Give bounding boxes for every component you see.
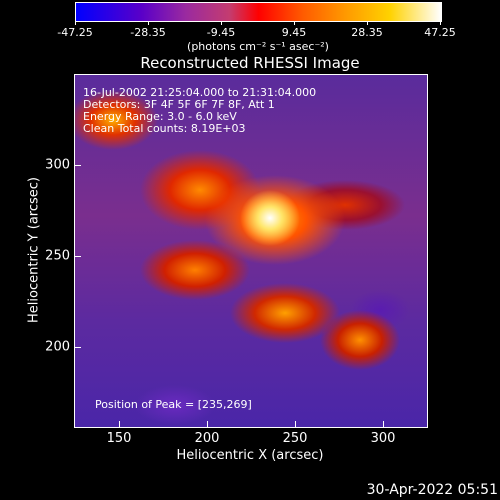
colorbar-unit: (photons cm⁻² s⁻¹ asec⁻²)	[187, 40, 329, 53]
timestamp: 30-Apr-2022 05:51	[366, 482, 498, 498]
rhessi-image: 16-Jul-2002 21:25:04.000 to 21:31:04.000…	[74, 74, 428, 428]
colorbar	[75, 2, 442, 22]
colorbar-label: 47.25	[424, 26, 456, 39]
x-tick	[207, 421, 208, 427]
energy-range-text: Energy Range: 3.0 - 6.0 keV	[83, 110, 237, 123]
x-tick-label: 150	[106, 431, 132, 446]
x-tick-label: 250	[282, 431, 308, 446]
clean-counts-text: Clean Total counts: 8.19E+03	[83, 122, 246, 135]
colorbar-tick	[148, 21, 149, 25]
y-tick	[75, 165, 81, 166]
x-tick	[295, 421, 296, 427]
x-axis-label: Heliocentric X (arcsec)	[176, 448, 324, 463]
y-axis-label: Heliocentric Y (arcsec)	[26, 177, 42, 323]
y-tick	[75, 347, 81, 348]
y-tick-label: 250	[45, 248, 70, 264]
colorbar-label: -9.45	[206, 26, 236, 39]
y-tick-label: 300	[45, 157, 70, 173]
x-tick-label: 200	[194, 431, 220, 446]
colorbar-tick	[221, 21, 222, 25]
peak-position-text: Position of Peak = [235,269]	[95, 398, 252, 411]
detectors-text: Detectors: 3F 4F 5F 6F 7F 8F, Att 1	[83, 98, 275, 111]
y-tick-label: 200	[45, 339, 70, 355]
x-tick	[119, 421, 120, 427]
colorbar-label: -28.35	[130, 26, 166, 39]
x-tick-label: 300	[370, 431, 396, 446]
colorbar-label: -47.25	[57, 26, 93, 39]
y-tick	[75, 256, 81, 257]
colorbar-label: 9.45	[281, 26, 307, 39]
colorbar-tick	[440, 21, 441, 25]
plot-title: Reconstructed RHESSI Image	[140, 54, 360, 72]
colorbar-tick	[75, 21, 76, 25]
colorbar-label: 28.35	[351, 26, 383, 39]
colorbar-tick	[367, 21, 368, 25]
x-tick	[383, 421, 384, 427]
time-range-text: 16-Jul-2002 21:25:04.000 to 21:31:04.000	[83, 86, 317, 99]
colorbar-tick	[294, 21, 295, 25]
